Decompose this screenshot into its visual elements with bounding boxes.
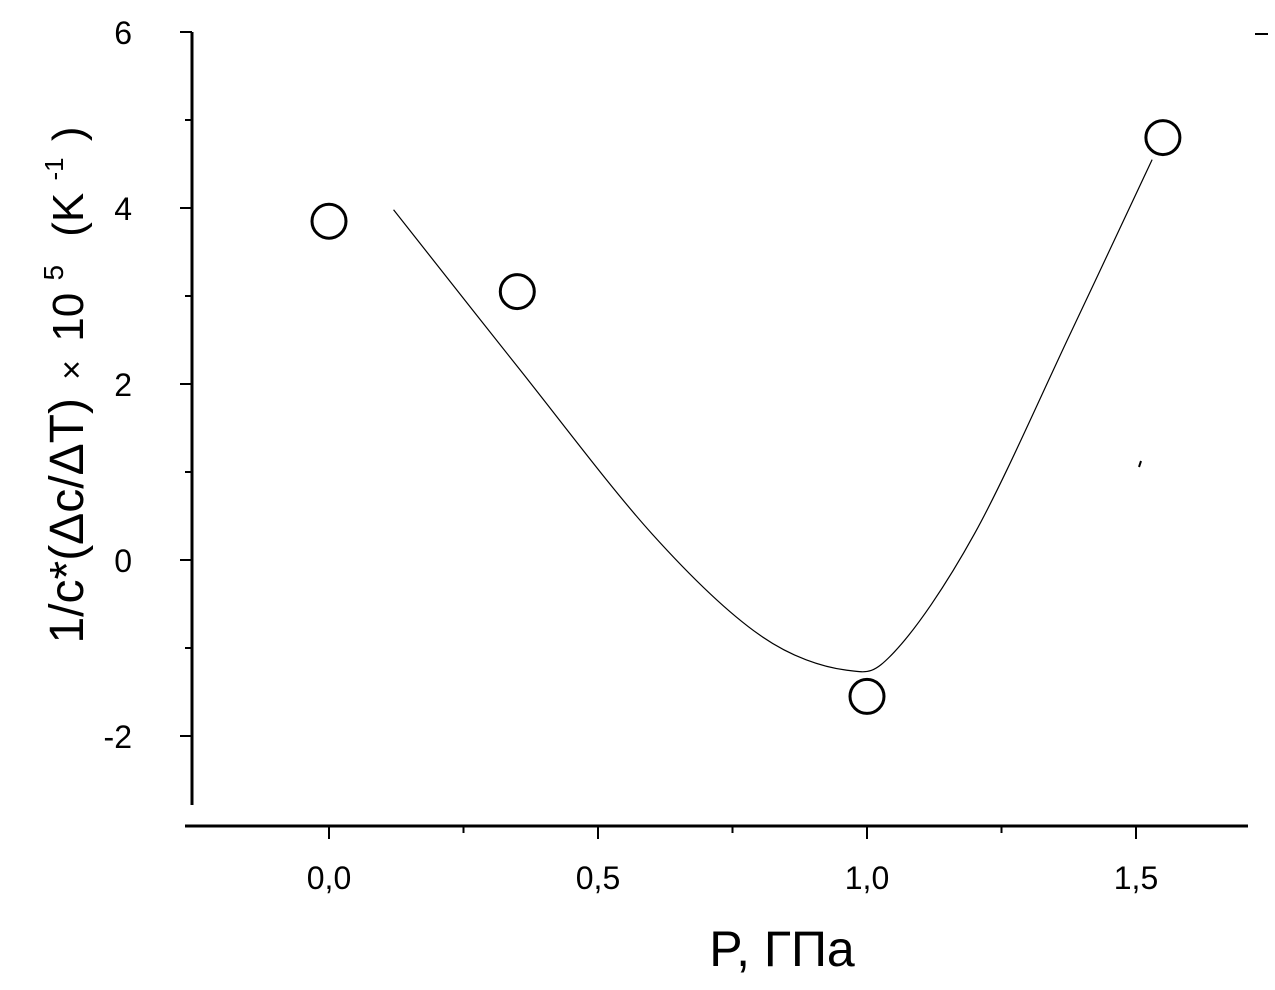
- y-axis-title-unit-open: (K: [44, 193, 93, 237]
- y-axis-title-exponent: 5: [38, 265, 69, 281]
- x-tick-label-2: 1,0: [845, 860, 889, 896]
- y-tick-label-3: 4: [114, 191, 132, 227]
- fit-curve-layer: [393, 159, 1153, 673]
- y-axis-title-unit-exponent: -1: [39, 157, 69, 180]
- fit-curve: [393, 159, 1153, 673]
- y-axis-title-base: 10: [44, 293, 93, 342]
- x-ticks: 0,0 0,5 1,0 1,5: [307, 826, 1158, 896]
- data-point-1: [498, 273, 536, 311]
- y-axis-title-prefix: 1/c*(Δc/ΔT): [41, 398, 94, 643]
- x-axis-title: P, ГПа: [709, 921, 855, 977]
- y-tick-label-4: 6: [114, 15, 132, 51]
- data-points-layer: [310, 119, 1182, 715]
- data-point-2: [848, 677, 886, 715]
- x-tick-label-1: 0,5: [576, 860, 620, 896]
- y-tick-label-0: -2: [104, 719, 132, 755]
- x-tick-label-0: 0,0: [307, 860, 351, 896]
- stray-mark: [1138, 460, 1142, 468]
- data-point-0: [310, 202, 348, 240]
- y-tick-label-2: 2: [114, 367, 132, 403]
- x-tick-label-3: 1,5: [1114, 860, 1158, 896]
- data-point-3: [1144, 119, 1182, 157]
- y-axis-title: 1/c*(Δc/ΔT) × 10 5 (K -1 ): [24, 126, 94, 643]
- y-axis-title-unit-close: ): [44, 126, 93, 141]
- y-axis-title-times: ×: [53, 360, 91, 380]
- y-tick-label-1: 0: [114, 543, 132, 579]
- y-ticks: -2 0 2 4 6: [104, 15, 192, 755]
